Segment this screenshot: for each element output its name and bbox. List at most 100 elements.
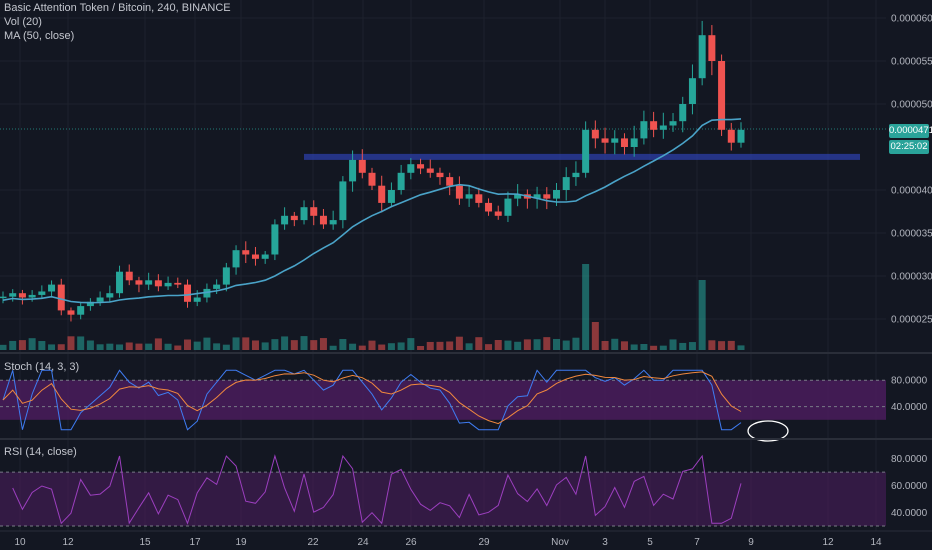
volume-bar (630, 344, 638, 350)
stoch-tick-label: 80.0000 (891, 376, 928, 387)
time-tick-label: 19 (235, 537, 247, 548)
candle-body (261, 254, 269, 259)
volume-bar (86, 340, 94, 350)
candle-body (193, 297, 201, 302)
rsi-panel: 80.0000 60.0000 40.0000 (0, 454, 928, 527)
volume-bar (271, 339, 279, 350)
countdown-label: 02:25:02 (889, 140, 929, 154)
volume-bar (455, 336, 463, 350)
candle-body (145, 280, 153, 285)
candle-body (339, 181, 347, 221)
time-axis: 10 12 15 17 19 22 24 26 29 Nov 3 5 7 9 12 14 (14, 537, 882, 548)
volume-bar (494, 339, 502, 350)
time-tick-label: 22 (307, 537, 319, 548)
candle-body (387, 190, 395, 203)
price-tick-label: 0.00004000 (891, 186, 932, 197)
volume-bar (582, 264, 590, 350)
candle-body (465, 194, 473, 199)
volume-bar (213, 343, 221, 350)
candle-body (446, 177, 454, 186)
time-tick-label: 24 (357, 537, 369, 548)
candle-body (708, 35, 716, 61)
volume-bar (358, 345, 366, 350)
annotation-circle (747, 420, 789, 442)
volume-bar (669, 339, 677, 350)
candle-body (620, 138, 628, 147)
candle-body (174, 282, 182, 285)
candle-body (18, 293, 26, 298)
volume-bar (446, 341, 454, 350)
resistance-zone-rect (304, 153, 860, 160)
time-tick-label: 17 (189, 537, 201, 548)
time-tick-label: 5 (647, 537, 653, 548)
candle-body (213, 284, 221, 289)
ma-indicator-label[interactable]: MA (50, close) (4, 30, 75, 42)
candle-body (77, 306, 85, 315)
volume-bar (28, 338, 36, 350)
volume-bar (222, 344, 230, 350)
candle-body (184, 284, 191, 302)
stoch-d-line (2, 371, 742, 425)
candle-body (572, 172, 580, 178)
rsi-indicator-label[interactable]: RSI (14, close) (4, 446, 77, 458)
volume-bar (562, 340, 570, 350)
volume-bar (543, 337, 551, 350)
candle-body (514, 194, 522, 199)
candle-body (349, 159, 357, 182)
last-price-label: 0.00004710 (889, 124, 932, 138)
volume-bar (533, 339, 541, 350)
volume-bar (378, 344, 386, 350)
candle-body (96, 297, 104, 302)
candle-body (485, 202, 493, 212)
volume-bar (640, 343, 648, 350)
candle-body (533, 194, 541, 199)
stoch-k-line (2, 369, 742, 431)
volume-bar (349, 343, 357, 350)
volume-indicator-label[interactable]: Vol (20) (4, 16, 42, 28)
price-tick-label: 0.00003500 (891, 229, 932, 240)
candle-body (553, 190, 560, 199)
candle-body (368, 172, 376, 186)
candle-body (504, 198, 512, 216)
stoch-indicator-label[interactable]: Stoch (14, 3, 3) (4, 361, 80, 373)
volume-bar (620, 341, 628, 350)
volume-bar (184, 339, 191, 350)
volume-bar (591, 322, 599, 350)
moving-average-line (2, 118, 742, 304)
candle-body (601, 138, 609, 143)
volume-bar (368, 340, 376, 350)
candle-body (436, 172, 444, 178)
volume-bar (650, 345, 658, 350)
volume-bar (77, 336, 85, 350)
volume-bar (339, 339, 347, 350)
candle-body (688, 78, 696, 104)
rsi-tick-label: 60.0000 (891, 481, 928, 492)
candle-body (310, 207, 318, 216)
candle-body (251, 254, 259, 259)
candle-body (591, 129, 599, 139)
volume-bar (698, 280, 706, 350)
rsi-tick-label: 80.0000 (891, 454, 928, 465)
candle-body (9, 293, 17, 297)
candle-body (698, 35, 706, 79)
volume-bar (523, 339, 531, 350)
candle-body (38, 291, 46, 295)
candle-body (319, 215, 327, 225)
volume-bar (300, 336, 308, 350)
volume-bar (116, 344, 124, 350)
time-tick-label: Nov (551, 537, 569, 548)
volume-bar (679, 342, 687, 350)
candle-body (582, 129, 590, 173)
candle-body (290, 215, 298, 221)
volume-bar (242, 337, 250, 350)
volume-bar (135, 343, 143, 350)
volume-bar (485, 344, 493, 350)
volume-bar (57, 344, 65, 350)
candle-body (0, 296, 7, 299)
volume-bar (9, 340, 17, 350)
volume-bar (261, 342, 269, 350)
candle-body (106, 293, 114, 298)
time-tick-label: 7 (694, 537, 700, 548)
